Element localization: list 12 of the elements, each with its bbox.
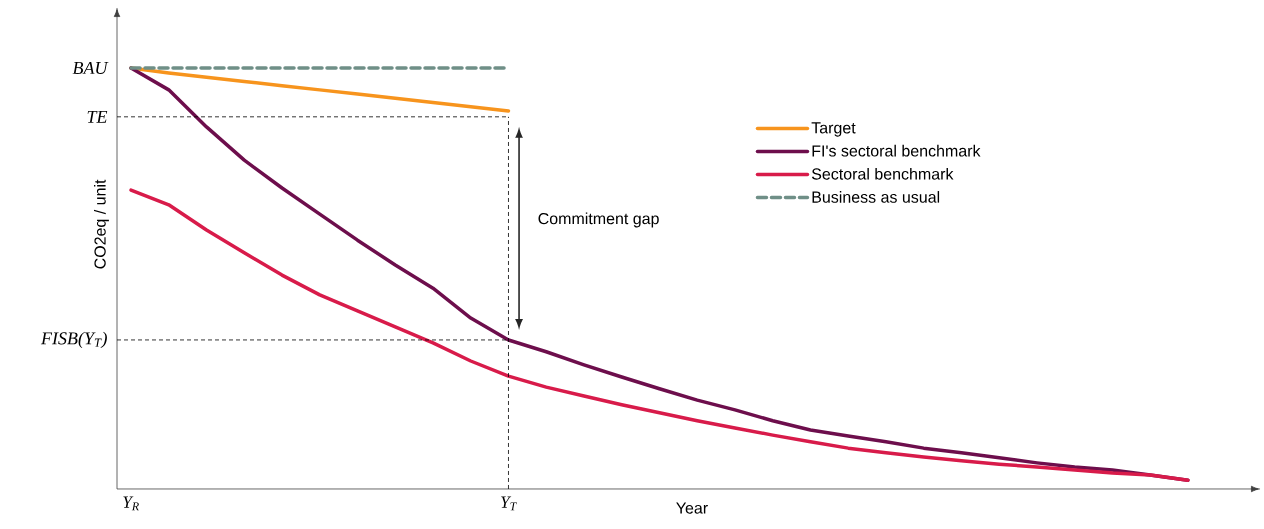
text: BAU — [72, 61, 109, 75]
annotation: Commitment gap — [538, 212, 659, 228]
legend-label: Sectoral benchmark — [811, 167, 954, 180]
x-tick-label: Y$_{T}$ — [501, 496, 517, 511]
y-axis-title: CO2eq / unit — [94, 179, 109, 269]
legend-label: Target — [811, 122, 856, 137]
x-tick-label: Y$_{R}$ — [123, 496, 139, 511]
ref-line-label: TE — [87, 110, 108, 123]
x-axis-title: Year — [676, 502, 708, 514]
legend-label: FI's sectoral benchmark — [812, 144, 981, 157]
ref-line-label: FISB(Y$_{T}$) — [40, 331, 107, 349]
legend-label: Business as usual — [812, 191, 940, 203]
